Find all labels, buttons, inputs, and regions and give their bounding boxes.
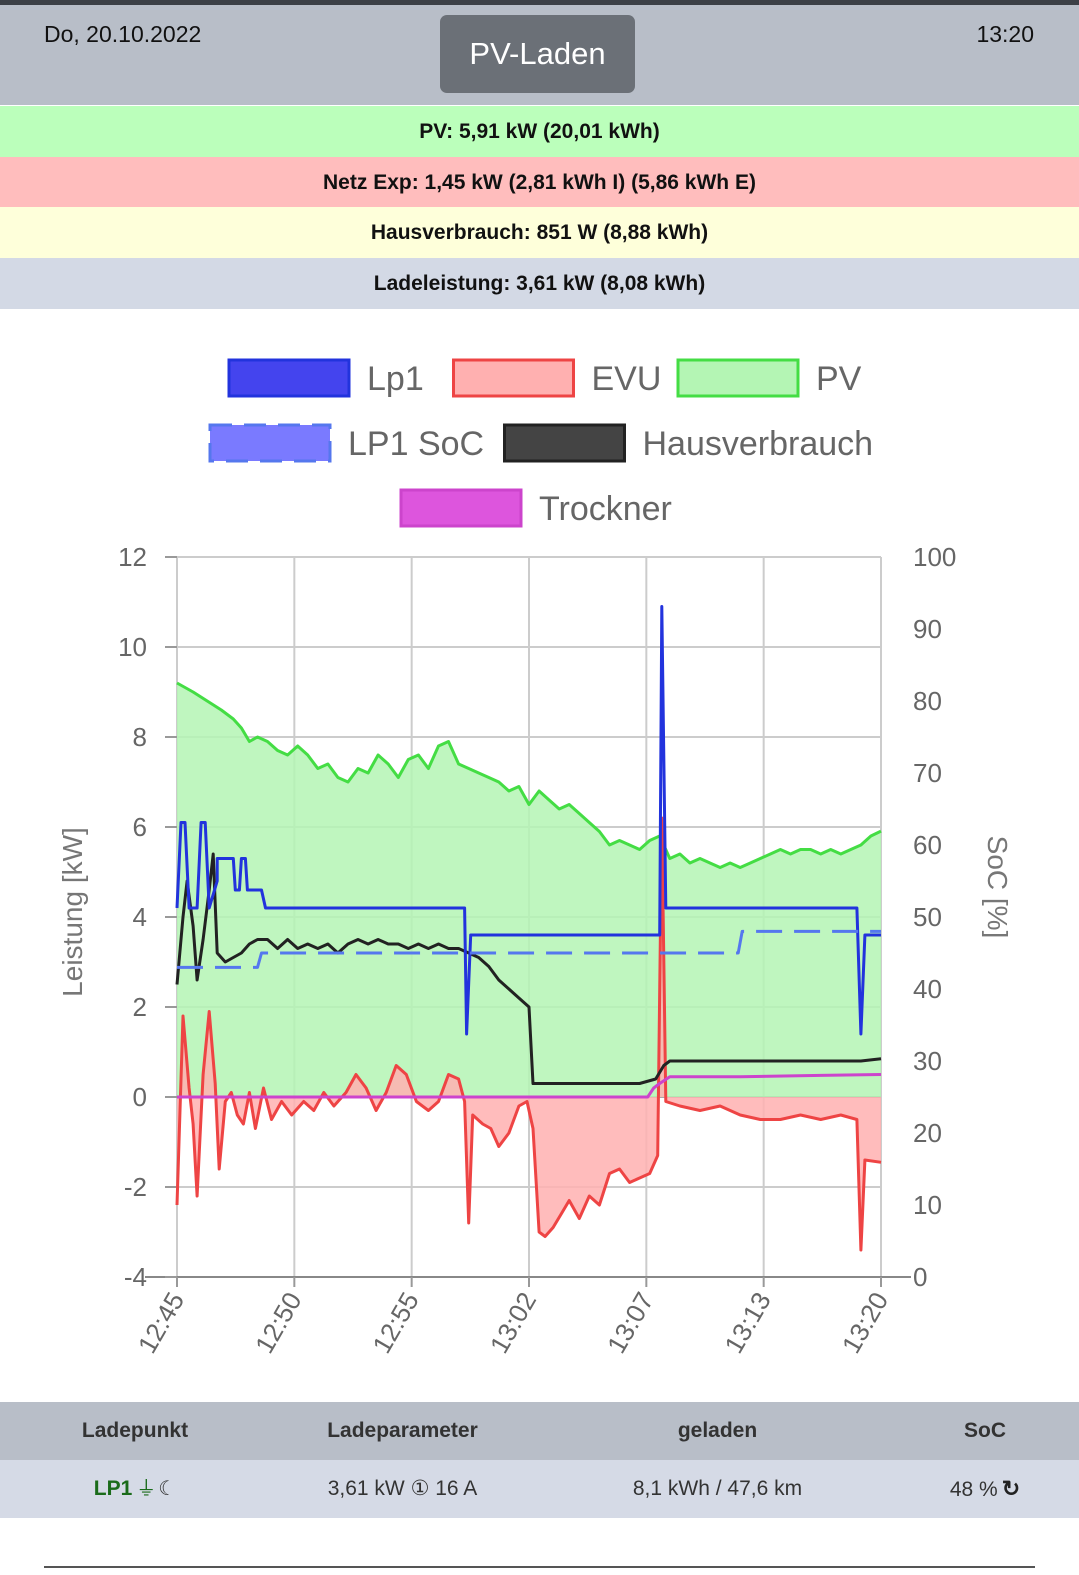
pv-status-band: PV: 5,91 kW (20,01 kWh) [0, 106, 1079, 157]
house-consumption-band: Hausverbrauch: 851 W (8,88 kWh) [0, 207, 1079, 258]
series-line-evu [175, 816, 882, 1252]
y2-tick-label: 100 [913, 542, 956, 572]
power-chart[interactable]: Lp1 EVU PV LP1 SoC Hausverbrauch Trockner 12 10… [0, 330, 1079, 1400]
legend-label: Lp1 [367, 360, 424, 398]
y-tick-label: -2 [124, 1172, 147, 1202]
x-tick-label: 12:55 [366, 1287, 425, 1358]
legend-item-trockner[interactable]: Trockner [399, 488, 672, 528]
y2-tick-label: 80 [913, 686, 942, 716]
plug-icon: ⏚ [136, 1478, 157, 1500]
y2-tick-label: 40 [913, 974, 942, 1004]
soc-value: 48 % [949, 1478, 998, 1501]
chargepoint-row[interactable]: LP1 ⏚ ☾ 3,61 kW ① 16 A 8,1 kWh / 47,6 km 4… [0, 1460, 1079, 1518]
y-tick-label: 4 [133, 902, 147, 932]
charged-energy: 8,1 kWh / 47,6 km [632, 1477, 803, 1500]
chargepoint-cell[interactable]: LP1 ⏚ ☾ [30, 1460, 240, 1518]
y2-tick-label: 0 [913, 1262, 927, 1292]
legend-item-hausverbrauch[interactable]: Hausverbrauch [503, 423, 874, 463]
y2-tick-label: 20 [913, 1118, 942, 1148]
bottom-divider [44, 1566, 1035, 1568]
x-tick-label: 13:02 [484, 1287, 543, 1358]
y2-tick-label: 30 [913, 1046, 942, 1076]
y-tick-label: 2 [133, 992, 147, 1022]
refresh-icon[interactable]: ↻ [1001, 1476, 1021, 1501]
legend-item-evu[interactable]: EVU [452, 358, 662, 398]
moon-icon: ☾ [158, 1478, 177, 1500]
col-header-soc: SoC [964, 1419, 1006, 1442]
legend-item-lp1[interactable]: Lp1 [227, 358, 424, 398]
y-axis-title: Leistung [kW] [57, 827, 88, 997]
series-area-pv [177, 683, 881, 1097]
grid-status-band: Netz Exp: 1,45 kW (2,81 kWh I) (5,86 kWh… [0, 157, 1079, 208]
y-tick-label: 10 [118, 632, 147, 662]
y-tick-label: -4 [124, 1262, 147, 1292]
y2-tick-label: 70 [913, 758, 942, 788]
x-tick-label: 12:50 [249, 1287, 308, 1358]
col-header-chargepoint: Ladepunkt [81, 1419, 189, 1442]
legend-label: EVU [592, 360, 662, 398]
y-tick-label: 12 [118, 542, 147, 572]
legend-label: Hausverbrauch [643, 425, 874, 463]
legend-label: LP1 SoC [348, 425, 484, 463]
series-line-lp1-soc [177, 929, 881, 969]
charge-mode-button[interactable]: PV-Laden [440, 15, 635, 93]
col-header-parameters: Ladeparameter [327, 1419, 478, 1442]
header-bar: Do, 20.10.2022 PV-Laden 13:20 [0, 5, 1079, 105]
y2-tick-label: 50 [913, 902, 942, 932]
y-tick-label: 8 [133, 722, 147, 752]
legend-item-pv[interactable]: PV [676, 358, 862, 398]
legend-swatch [503, 423, 626, 463]
x-tick-label: 13:20 [836, 1287, 895, 1358]
chargepoint-table-header: Ladepunkt Ladeparameter geladen SoC [0, 1402, 1079, 1460]
legend-item-lp1-soc[interactable]: LP1 SoC [208, 423, 484, 463]
series-line-hausverbrauch [175, 852, 882, 1085]
soc-cell: 48 % ↻ [900, 1460, 1070, 1518]
legend-swatch [452, 358, 575, 398]
series-line-lp1 [175, 605, 881, 1036]
series-line-pv [176, 681, 882, 869]
time-display: 13:20 [976, 21, 1034, 47]
y-tick-label: 0 [133, 1082, 147, 1112]
series-line-trockner [177, 1073, 882, 1099]
chargepoint-name[interactable]: LP1 [93, 1477, 133, 1500]
y-tick-label: 6 [133, 812, 147, 842]
legend-swatch [676, 358, 800, 398]
x-tick-label: 13:07 [601, 1287, 660, 1358]
x-tick-label: 13:13 [718, 1287, 777, 1358]
y2-tick-label: 60 [913, 830, 942, 860]
charging-power-band: Ladeleistung: 3,61 kW (8,08 kWh) [0, 258, 1079, 309]
legend-label: PV [816, 360, 862, 398]
legend-swatch [227, 358, 351, 398]
date-display: Do, 20.10.2022 [44, 21, 202, 47]
y2-tick-label: 10 [913, 1190, 942, 1220]
legend-label: Trockner [539, 490, 672, 528]
y2-axis-title: SoC [%] [982, 836, 1013, 939]
legend-swatch [208, 423, 332, 463]
col-header-charged: geladen [677, 1419, 758, 1442]
top-border [0, 0, 1079, 5]
x-tick-label: 12:45 [132, 1287, 191, 1358]
legend-swatch [399, 488, 523, 528]
charge-parameters: 3,61 kW ① 16 A [327, 1477, 478, 1500]
y2-tick-label: 90 [913, 614, 942, 644]
